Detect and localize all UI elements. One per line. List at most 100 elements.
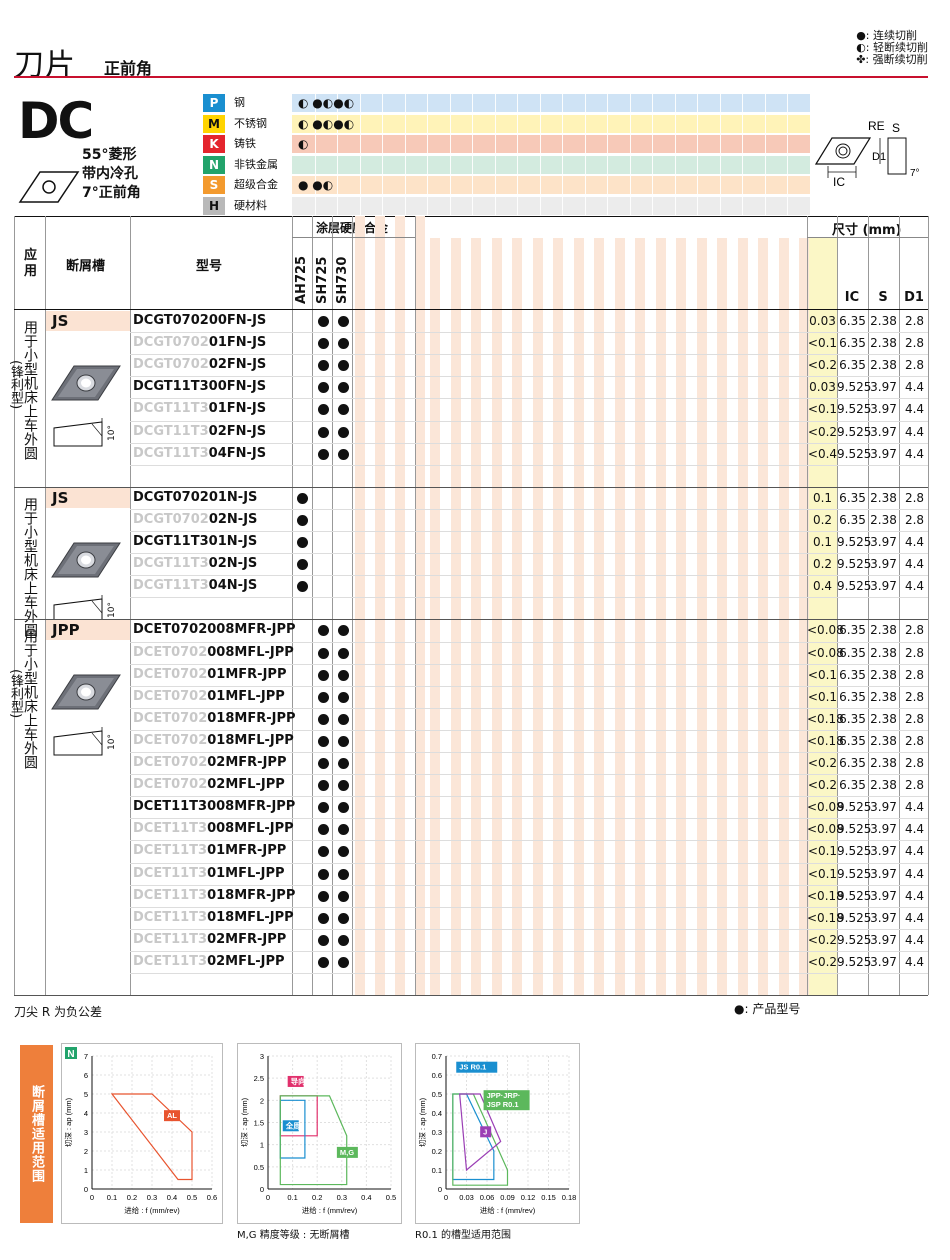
series-label-bg (480, 1126, 492, 1138)
code-prefix: DCET11T3 (133, 953, 208, 969)
grade-stripe (491, 238, 502, 995)
dim-ic: 6.35 (839, 336, 866, 351)
y-tick-label: 7 (84, 1052, 88, 1061)
product-code: DCGT070200FN-JS (133, 313, 266, 328)
grid-hline (807, 237, 928, 238)
dim-ic: 9.525 (837, 932, 872, 947)
row-divider (130, 575, 928, 577)
rake-angle-diagram (53, 727, 103, 756)
y-tick-label: 0.5 (432, 1090, 442, 1099)
groove-badge-bg (46, 620, 130, 641)
row-divider (130, 928, 928, 930)
dim-re: <0.08 (807, 623, 844, 638)
groove-label: JS (52, 312, 69, 330)
product-available-dot (338, 360, 349, 372)
dim-ic: 9.525 (837, 800, 872, 815)
y-tick-label: 0.7 (432, 1052, 442, 1061)
y-tick-label: 0.3 (432, 1128, 442, 1137)
dim-ic: 9.525 (837, 822, 872, 837)
dim-d1: 4.4 (904, 844, 925, 859)
dim-re: <0.18 (807, 888, 844, 903)
product-available-dot (297, 514, 308, 526)
rake-angle-label: 10° (106, 425, 117, 441)
row-divider (130, 774, 928, 776)
group-divider (14, 995, 928, 997)
product-code: DCET11T302MFR-JPP (133, 932, 286, 947)
dim-d1: 4.4 (904, 822, 925, 837)
material-name: 不锈钢 (234, 116, 267, 130)
dim-d1: 2.8 (904, 778, 925, 793)
product-available-dot (318, 868, 329, 880)
dim-re: 0.1 (812, 535, 833, 549)
y-tick-label: 0.4 (432, 1109, 442, 1118)
y-tick-label: 1 (84, 1166, 88, 1175)
material-row-p: P 钢 ◐ ●◐●◐ (203, 93, 810, 112)
dim-s: 3.97 (870, 424, 897, 439)
grid-vline (837, 216, 838, 995)
series-label-bg (287, 1075, 304, 1087)
material-band (292, 176, 810, 194)
product-code: DCET11T302MFL-JPP (133, 954, 285, 969)
product-available-dot (318, 802, 329, 814)
dim-d1: 2.8 (904, 756, 925, 770)
groove-badge-bg (46, 311, 130, 331)
row-divider (130, 884, 928, 886)
dim-s: 3.97 (870, 800, 897, 815)
product-available-dot (318, 669, 329, 681)
cutting-legend: ●: 连续切削 ◐: 轻断续切削 ✤: 强断续切削 (856, 30, 928, 66)
chart-r01: 0 0.03 0.06 0.09 0.12 0.15 0.18 0 0.1 0.2 0.3 0.4 0.… (415, 1043, 580, 1224)
dim-ic: 9.525 (837, 535, 872, 549)
grid-vline (868, 216, 869, 995)
dim-ic: 9.525 (837, 380, 872, 395)
grade-stripe (799, 238, 809, 995)
product-code: DCGT070201FN-JS (133, 335, 266, 350)
rake-angle-diagram (53, 418, 103, 447)
grade-stripe (471, 238, 481, 995)
dim-ic: 9.525 (837, 402, 872, 417)
material-band (292, 155, 810, 174)
row-divider (130, 508, 928, 510)
dim-s: 3.97 (870, 557, 897, 572)
dim-s: 2.38 (870, 623, 897, 638)
code-suffix: DCGT11T301N-JS (133, 534, 258, 549)
dim-d1: 2.8 (904, 490, 925, 505)
product-available-dot (318, 713, 329, 725)
row-divider (130, 332, 928, 334)
chart3-caption: R0.1 的槽型适用范围 (415, 1230, 512, 1241)
material-grade-marks: ◐ (298, 137, 309, 151)
material-band (292, 94, 810, 112)
code-prefix: DCGT11T3 (133, 556, 209, 572)
product-available-dot (297, 537, 308, 548)
dim-s: 2.38 (870, 314, 897, 328)
product-available-dot (318, 956, 329, 968)
code-suffix: 01FN-JS (208, 401, 267, 417)
product-code: DCGT11T302FN-JS (133, 424, 266, 439)
material-grade-marks: ◐ ●◐●◐ (298, 116, 355, 131)
dim-d1: 4.4 (904, 579, 925, 594)
code-suffix: 02N-JS (208, 556, 258, 572)
material-letter: P (203, 94, 225, 112)
code-prefix: DCET11T3 (133, 821, 208, 837)
dim-re: <0.2 (807, 932, 838, 947)
product-available-dot (318, 426, 329, 438)
product-available-dot (318, 382, 329, 394)
product-available-dot (338, 713, 349, 725)
dim-re: <0.18 (807, 733, 844, 748)
application-subtext: (锋利型) (8, 360, 23, 410)
material-band (292, 114, 810, 133)
material-letter: M (203, 114, 225, 133)
size-header-d1: D1 (904, 290, 924, 305)
product-available-dot (338, 426, 349, 438)
code-prefix: DCET11T3 (133, 931, 208, 947)
x-tick-label: 0.3 (147, 1193, 157, 1202)
size-header-s: S (878, 290, 888, 305)
x-axis-label: 进给 : f (mm/rev) (302, 1205, 358, 1215)
material-name: 硬材料 (234, 198, 267, 212)
product-available-dot (338, 758, 349, 769)
dim-re: 0.03 (809, 380, 836, 395)
row-divider (130, 906, 928, 908)
grid-vline (899, 216, 900, 995)
code-suffix: 02MFL-JPP (207, 953, 285, 969)
grade-stripe (573, 238, 584, 995)
dim-s: 3.97 (870, 535, 897, 549)
